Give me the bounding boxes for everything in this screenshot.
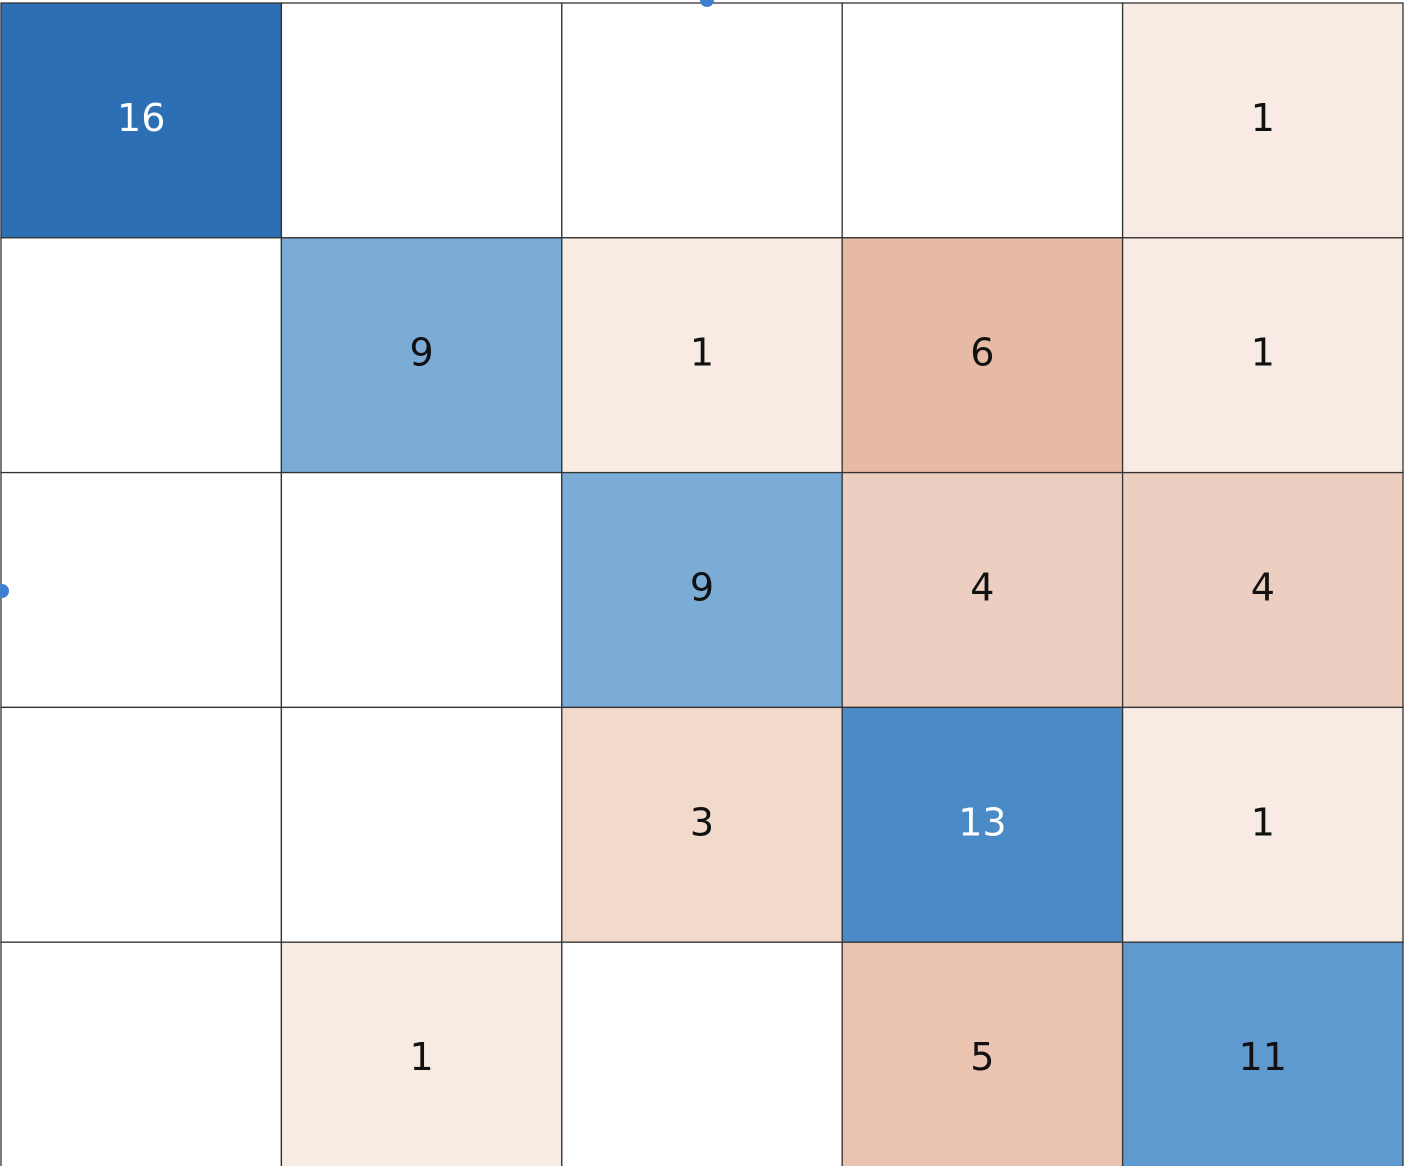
cell [0,2,283,239]
cell-label: 16 [117,96,165,140]
cell [561,706,843,943]
cell-label: 1 [1251,96,1275,140]
cell [0,706,283,943]
cell-label: 13 [958,800,1006,844]
cell [280,471,563,709]
cell [841,237,1124,474]
cell [280,706,563,943]
cell-label: 1 [1251,800,1275,844]
cell [280,2,563,239]
cell [841,471,1124,709]
cell-label: 6 [970,331,994,375]
cell-label: 1 [410,1035,434,1079]
cell [1121,237,1404,474]
cell [1121,2,1404,239]
cell [280,237,563,474]
cell-label: 4 [970,566,994,610]
selection-handle [700,0,714,7]
cell [561,941,843,1166]
cell [561,237,843,474]
cell-label: 5 [970,1035,994,1079]
cell-label: 4 [1251,566,1275,610]
cell [0,471,283,709]
cell [1121,706,1404,943]
cell [561,2,843,239]
cell [561,471,843,709]
cell [841,941,1124,1166]
cell [1121,941,1404,1166]
cell-label: 3 [690,800,714,844]
cell [280,941,563,1166]
selection-handle [0,584,9,598]
cell-label: 11 [1239,1035,1287,1079]
cell [0,237,283,474]
cell [0,941,283,1166]
cell-label: 9 [410,331,434,375]
cell-label: 1 [690,331,714,375]
cell-label: 9 [690,566,714,610]
cell [841,2,1124,239]
cell-label: 1 [1251,331,1275,375]
